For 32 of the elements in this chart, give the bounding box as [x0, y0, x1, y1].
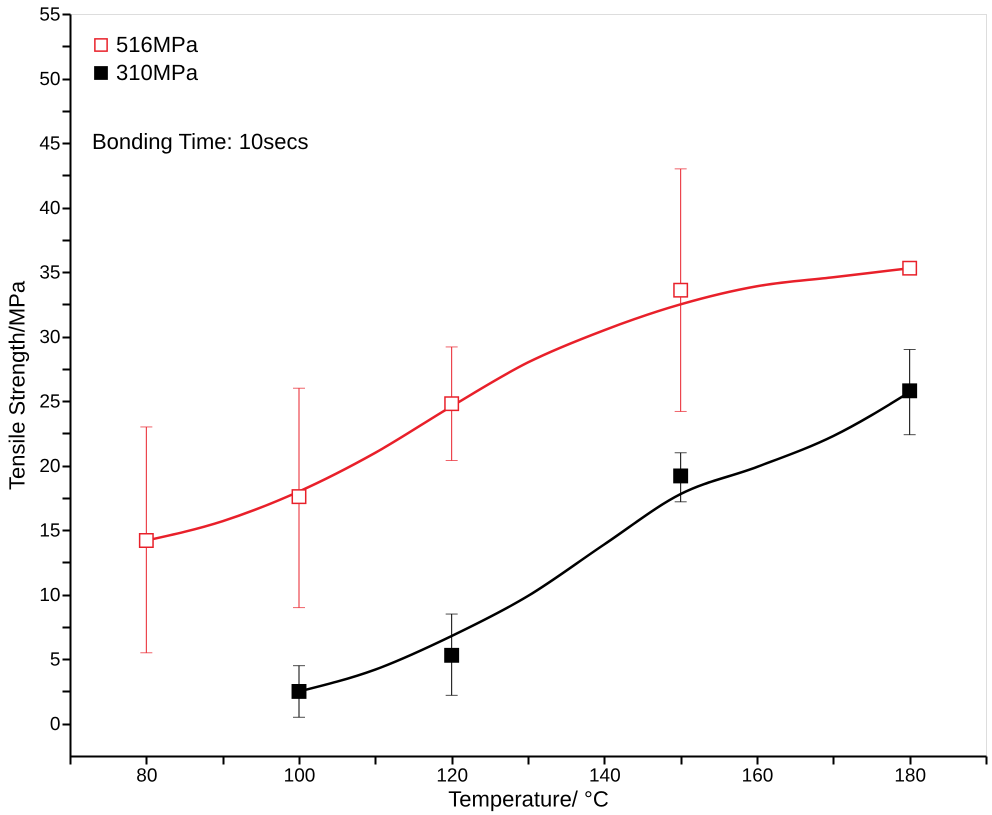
point — [292, 684, 306, 699]
y-tick-label: 55 — [39, 4, 60, 26]
x-axis-title: Temperature/ °C — [448, 786, 609, 812]
y-tick-label: 15 — [39, 520, 60, 542]
x-tick-label: 100 — [284, 766, 316, 786]
y-tick-label: 10 — [39, 585, 60, 606]
x-tick-label: 140 — [588, 766, 621, 786]
y-tick-label: 20 — [39, 456, 60, 478]
y-tick-label: 35 — [39, 262, 60, 284]
x-tick-label: 120 — [436, 766, 468, 786]
point — [444, 648, 460, 663]
point — [902, 383, 918, 398]
y-tick-label: 40 — [39, 198, 60, 220]
x-tick-label: 160 — [742, 766, 774, 786]
legend-label: 310MPa — [116, 60, 199, 85]
y-axis-title: Tensile Strength/MPa — [4, 280, 30, 490]
y-tick-label: 50 — [39, 69, 60, 90]
legend-label: 516MPa — [116, 32, 199, 57]
point — [673, 468, 688, 484]
point — [444, 396, 460, 412]
point — [902, 260, 918, 276]
y-tick-label: 30 — [39, 327, 60, 348]
annotation: Bonding Time: 10secs — [92, 129, 308, 154]
x-tick-label: 80 — [136, 766, 158, 786]
y-tick-label: 45 — [39, 134, 60, 155]
point — [673, 282, 688, 298]
y-tick-label: 25 — [39, 392, 60, 413]
point — [292, 489, 306, 504]
y-tick-label: 0 — [50, 714, 60, 736]
y-tick-label: 5 — [50, 650, 60, 671]
point — [138, 533, 154, 548]
x-tick-label: 180 — [894, 766, 926, 786]
